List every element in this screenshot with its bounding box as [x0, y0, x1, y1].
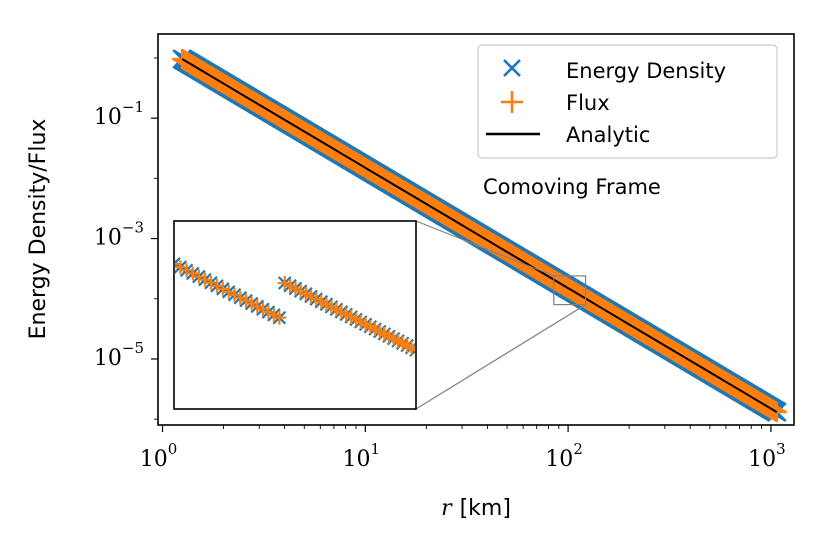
y-tick-label: 10−5 — [94, 339, 144, 371]
ticks-layer — [151, 57, 772, 432]
inset-connector-line — [415, 304, 586, 410]
frame-annotation: Comoving Frame — [483, 175, 661, 199]
inset-flux-point — [272, 310, 287, 325]
inset-flux-point — [175, 256, 181, 271]
analytic-line — [181, 58, 778, 413]
flux-point — [766, 402, 787, 423]
inset-flux-point — [191, 269, 206, 284]
y-tick-label: 10−3 — [94, 219, 144, 251]
inset-flux-point — [175, 260, 188, 275]
legend-box — [477, 44, 778, 159]
inset-connector-line — [415, 220, 555, 277]
x-tick-label: 100 — [140, 440, 178, 472]
inset-plot — [173, 220, 417, 410]
legend-marker-energy-density — [503, 59, 521, 77]
inset-flux-point — [209, 278, 224, 293]
legend-label-analytic: Analytic — [566, 123, 650, 147]
y-tick-label: 10−1 — [94, 98, 144, 130]
inset-flux-point — [404, 340, 415, 355]
legend-label-energy-density: Energy Density — [566, 59, 726, 83]
inset-flux-point — [221, 284, 236, 299]
series-layer — [172, 49, 787, 423]
inset-flux-point — [179, 263, 194, 278]
inset-frame — [173, 220, 417, 410]
inset-flux-point — [409, 343, 415, 358]
x-tick-label: 101 — [343, 440, 381, 472]
x-axis-title: r [km] — [441, 496, 511, 521]
y-axis-title: Energy Density/Flux — [26, 119, 51, 340]
inset-flux-point — [197, 272, 212, 287]
x-tick-label: 102 — [545, 440, 583, 472]
legend: Energy Density Flux Analytic — [477, 44, 778, 159]
x-tick-label: 103 — [748, 440, 786, 472]
zoom-region-box — [553, 275, 587, 306]
legend-marker-flux — [501, 91, 523, 113]
plot-area-frame — [157, 33, 795, 426]
inset-flux-point — [215, 281, 230, 296]
inset-flux-point — [185, 266, 200, 281]
legend-label-flux: Flux — [566, 91, 610, 115]
inset-flux-point — [203, 275, 218, 290]
